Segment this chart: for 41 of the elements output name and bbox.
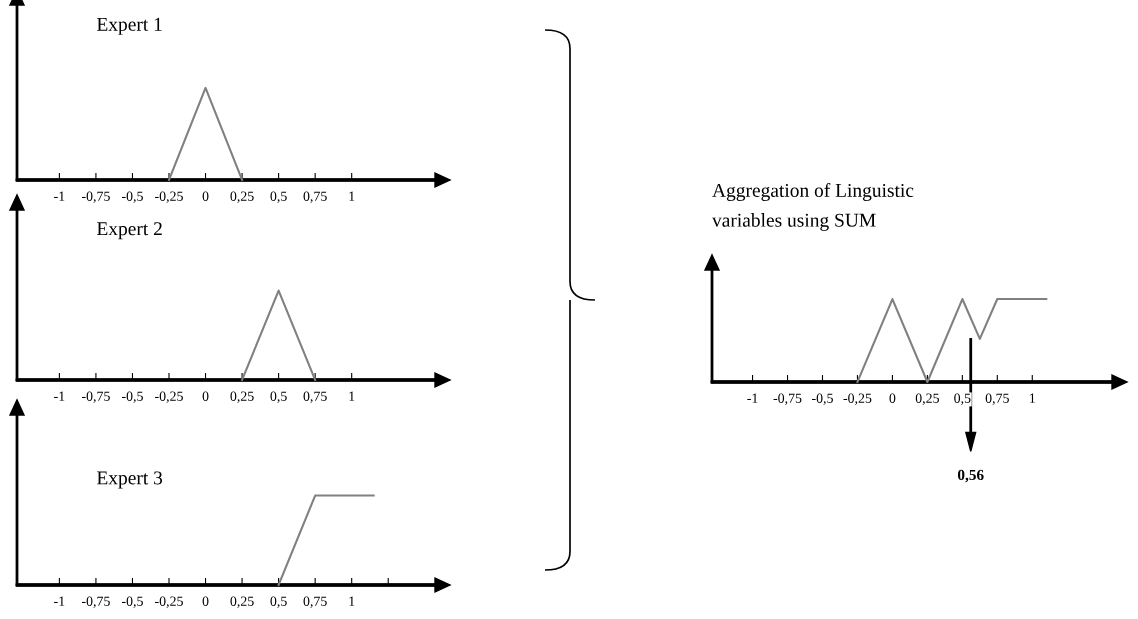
- x-tick-label: -0,25: [155, 191, 183, 203]
- x-tick-label: -0,25: [155, 391, 183, 403]
- x-tick-label: -1: [54, 391, 65, 401]
- x-tick-label: -0,5: [121, 596, 143, 608]
- x-tick-label: -0,5: [812, 393, 833, 405]
- x-tick-label: -1: [54, 596, 65, 606]
- x-tick-label: 0,5: [270, 596, 287, 608]
- x-tick-label: 0,5: [270, 391, 287, 403]
- chart-title: Expert 2: [96, 222, 162, 240]
- x-tick-label: -0,75: [81, 191, 110, 203]
- x-tick-label: 0,25: [915, 393, 939, 405]
- x-tick-label: 0: [202, 391, 209, 401]
- x-tick-label: 0,75: [303, 596, 327, 608]
- x-tick-label: -0,5: [121, 391, 143, 403]
- x-tick-label: -0,75: [81, 596, 110, 608]
- x-tick-label: 0: [202, 191, 209, 201]
- chart-title: Aggregation of Linguistic variables using SUM: [712, 183, 914, 231]
- x-tick-label: 1: [349, 391, 355, 401]
- chart-title: Expert 1: [96, 17, 162, 35]
- x-tick-label: -0,25: [155, 596, 183, 608]
- x-tick-label: 0: [202, 596, 209, 606]
- x-tick-label: 0: [889, 393, 896, 403]
- x-tick-label: -1: [747, 393, 758, 403]
- x-tick-label: -0,75: [81, 391, 110, 403]
- x-tick-label: 0,25: [230, 391, 254, 403]
- x-tick-label: 1: [349, 596, 355, 606]
- x-tick-label: 0,25: [230, 191, 254, 203]
- x-tick-label: 0,75: [303, 391, 327, 403]
- x-tick-label: -1: [54, 191, 65, 201]
- x-tick-label: 0,5: [954, 393, 971, 405]
- x-tick-label: -0,25: [843, 393, 872, 405]
- x-tick-label: 0,5: [270, 191, 287, 203]
- x-tick-label: -0,5: [121, 191, 143, 203]
- x-tick-label: 0,75: [985, 393, 1009, 405]
- x-tick-label: 0,75: [303, 191, 327, 203]
- x-tick-label: 1: [349, 191, 355, 201]
- chart-title: Expert 3: [96, 471, 163, 489]
- x-tick-label: -0,75: [773, 393, 802, 405]
- x-tick-label: 1: [1030, 393, 1035, 403]
- x-tick-label: 0,25: [230, 596, 254, 608]
- ref-line-label: 0,56: [957, 469, 984, 483]
